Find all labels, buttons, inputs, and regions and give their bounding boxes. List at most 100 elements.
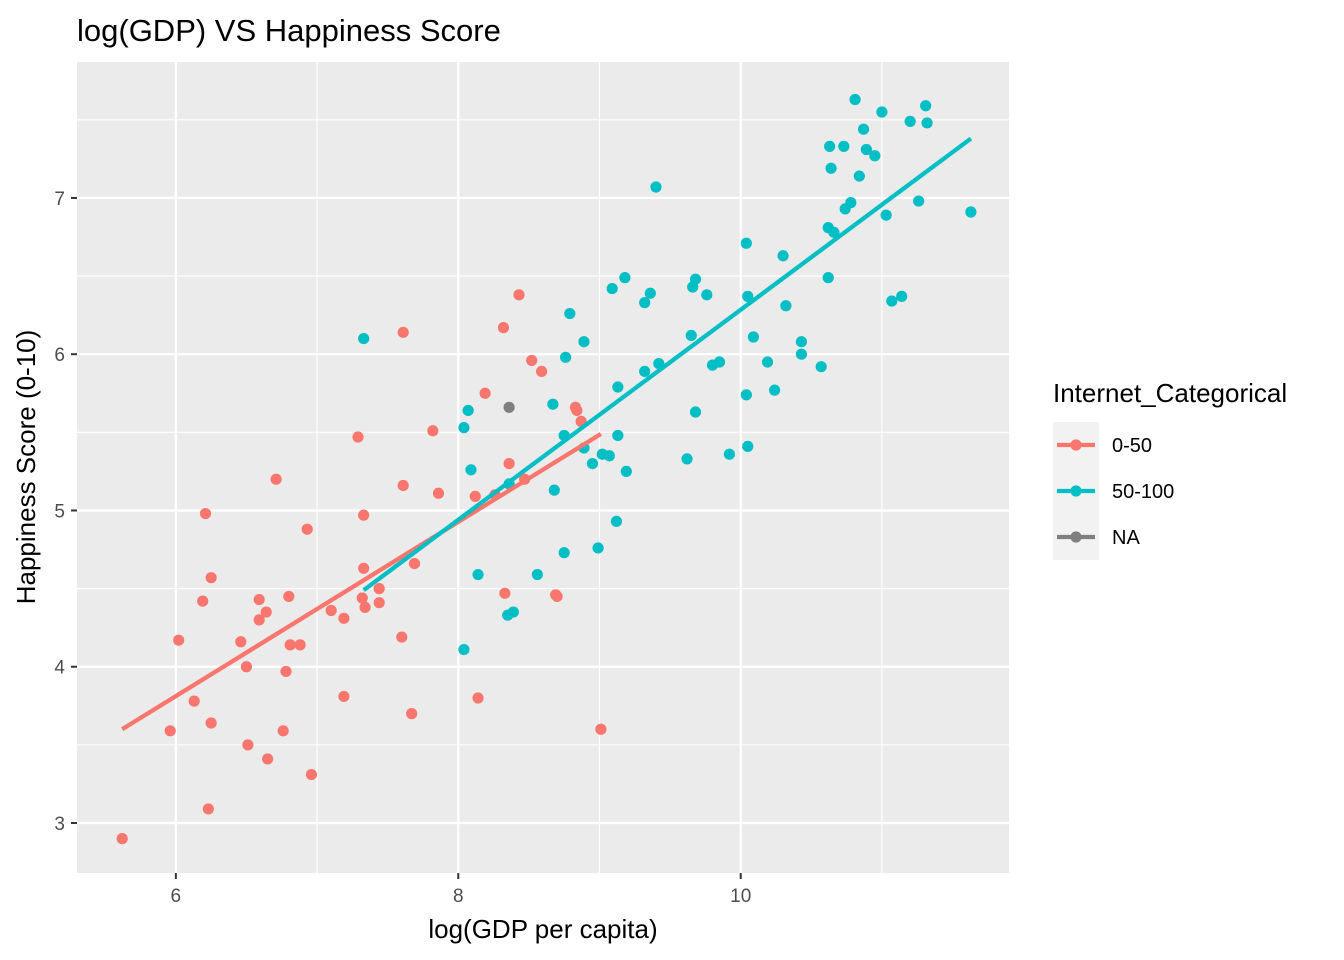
data-point-0-50 (199, 507, 212, 520)
x-tick-label: 10 (730, 886, 751, 907)
data-point-0-50 (513, 289, 525, 301)
data-point-0-50 (373, 597, 385, 609)
data-point-50-100 (824, 140, 836, 152)
data-point-0-50 (406, 708, 418, 720)
data-point-50-100 (838, 140, 850, 152)
data-point-0-50 (338, 612, 350, 624)
data-point-50-100 (578, 336, 590, 348)
legend-label: 0-50 (1112, 435, 1152, 457)
data-point-0-50 (373, 583, 385, 595)
data-point-50-100 (458, 422, 470, 434)
data-point-0-50 (497, 322, 510, 334)
legend-key-point (1070, 439, 1082, 451)
data-point-0-50 (253, 614, 265, 626)
data-point-0-50 (408, 558, 421, 570)
data-point-50-100 (857, 123, 870, 135)
data-point-0-50 (116, 833, 128, 845)
data-point-50-100 (644, 287, 656, 299)
data-point-0-50 (205, 572, 217, 584)
data-point-50-100 (886, 295, 898, 307)
data-point-50-100 (845, 197, 857, 209)
data-point-0-50 (356, 592, 368, 604)
data-point-50-100 (740, 389, 752, 401)
data-point-50-100 (586, 457, 599, 470)
data-point-50-100 (462, 404, 474, 417)
data-point-50-100 (547, 398, 559, 410)
data-point-0-50 (260, 606, 272, 618)
data-point-0-50 (427, 425, 439, 437)
data-point-50-100 (685, 329, 697, 342)
data-point-50-100 (723, 448, 736, 460)
data-point-50-100 (761, 356, 774, 368)
data-point-0-50 (240, 661, 253, 673)
data-point-50-100 (876, 106, 888, 118)
data-point-0-50 (469, 490, 481, 503)
data-point-0-50 (352, 431, 364, 443)
x-tick-label: 6 (171, 886, 182, 907)
data-point-50-100 (558, 547, 570, 559)
data-point-0-50 (526, 354, 538, 367)
data-point-50-100 (742, 290, 754, 302)
data-point-50-100 (795, 348, 808, 360)
data-point-0-50 (197, 595, 209, 607)
y-tick-label: 7 (54, 189, 65, 210)
data-point-50-100 (896, 290, 908, 302)
data-point-0-50 (432, 487, 445, 499)
data-point-50-100 (606, 282, 618, 295)
data-point-0-50 (253, 593, 265, 606)
y-axis-ticks: 3 4 5 6 7 (54, 189, 77, 835)
data-point-50-100 (472, 568, 484, 581)
data-point-50-100 (815, 361, 827, 373)
data-point-NA (503, 401, 515, 413)
grid-lines (77, 62, 1009, 873)
data-point-50-100 (620, 465, 632, 478)
data-point-0-50 (164, 725, 176, 737)
data-point-0-50 (397, 479, 409, 492)
data-point-50-100 (689, 273, 702, 285)
data-point-50-100 (564, 307, 576, 320)
data-point-0-50 (305, 768, 318, 781)
data-point-50-100 (603, 450, 615, 462)
data-point-50-100 (965, 206, 977, 218)
data-point-50-100 (701, 289, 713, 301)
data-point-50-100 (507, 606, 519, 618)
legend-key-point (1070, 531, 1082, 543)
x-axis-label: log(GDP per capita) (428, 914, 657, 944)
data-point-0-50 (358, 509, 370, 521)
data-point-50-100 (780, 300, 792, 312)
data-point-50-100 (689, 406, 702, 418)
data-point-0-50 (535, 365, 548, 377)
data-point-50-100 (358, 332, 370, 345)
fit-line-0-50 (121, 432, 603, 732)
data-point-50-100 (777, 250, 789, 262)
data-point-50-100 (825, 162, 837, 174)
y-tick-label: 3 (54, 814, 65, 835)
data-point-0-50 (270, 473, 282, 485)
data-point-50-100 (639, 297, 651, 309)
data-point-50-100 (920, 100, 932, 112)
data-point-0-50 (242, 739, 254, 751)
x-axis-ticks: 6 8 10 (171, 873, 751, 907)
data-point-50-100 (650, 181, 662, 193)
data-point-50-100 (913, 195, 925, 207)
data-point-50-100 (548, 484, 560, 496)
data-point-50-100 (612, 429, 624, 442)
data-point-0-50 (277, 725, 289, 737)
data-point-50-100 (531, 568, 543, 581)
data-point-50-100 (747, 331, 760, 343)
data-point-0-50 (294, 639, 306, 651)
data-point-50-100 (768, 384, 781, 396)
data-point-50-100 (740, 237, 752, 249)
legend-label: 50-100 (1112, 481, 1174, 503)
data-point-0-50 (479, 387, 491, 399)
data-point-0-50 (595, 723, 607, 735)
data-point-0-50 (551, 590, 563, 603)
data-point-0-50 (472, 692, 484, 704)
data-point-0-50 (503, 457, 515, 470)
data-point-0-50 (205, 717, 217, 729)
data-point-50-100 (869, 150, 881, 162)
data-point-50-100 (559, 351, 572, 363)
data-point-0-50 (359, 601, 371, 613)
legend-title: Internet_Categorical (1053, 378, 1287, 408)
data-point-50-100 (853, 170, 865, 182)
